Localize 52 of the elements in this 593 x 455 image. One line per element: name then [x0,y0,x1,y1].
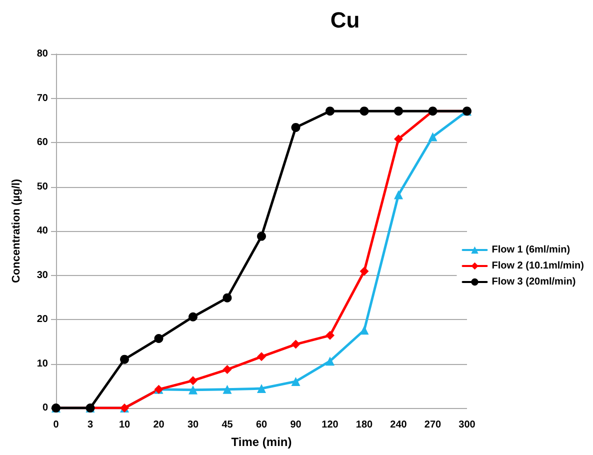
point [326,330,334,340]
y-tick-label: 80 [36,48,48,60]
point [428,132,438,142]
legend-label: Flow 2 (10.1ml/min) [492,260,584,272]
x-tick-label: 3 [87,420,94,430]
point [188,312,198,322]
point [291,340,300,349]
y-tick-label: 60 [36,137,48,148]
point [291,122,300,132]
y-tick-label: 70 [36,92,48,104]
x-tick-label: 30 [187,420,199,430]
point [120,354,129,364]
point [154,334,164,344]
point [394,134,403,144]
point [360,326,369,335]
x-tick-label: 10 [118,420,130,430]
point [360,266,369,276]
point [257,232,266,241]
point [394,106,403,116]
x-tick-label: 90 [290,420,302,430]
x-axis-title: Time (min) [231,435,292,449]
point [222,384,232,394]
x-tick-label: 240 [390,420,408,430]
y-tick-label: 30 [36,270,48,281]
x-tick-label: 120 [322,420,339,430]
x-tick-label: 60 [256,420,268,430]
legend-label: Flow 3 (20ml/min) [492,276,576,288]
point [188,376,198,386]
x-tick-label: 20 [153,420,165,430]
x-tick-label: 270 [424,420,442,430]
x-tick-label: 0 [53,420,60,430]
x-tick-label: 180 [356,420,374,430]
chart-title: Cu [330,8,360,32]
y-tick-label: 20 [36,314,48,325]
y-axis-title: Concentration (µg/l) [10,178,22,284]
point [394,190,403,200]
point [291,376,300,386]
y-tick-label: 40 [36,226,48,236]
point [326,106,334,116]
point [222,293,232,302]
point [326,356,334,366]
point [257,352,266,362]
point [360,106,369,116]
point [188,385,198,394]
legend-label: Flow 1 (6ml/min) [492,244,570,256]
y-tick-label: 0 [42,402,48,414]
x-tick-label: 45 [222,420,234,430]
x-tick-label: 300 [458,420,476,430]
point [222,365,232,374]
y-tick-label: 50 [36,181,48,192]
y-tick-label: 10 [36,358,48,370]
point [257,384,266,394]
